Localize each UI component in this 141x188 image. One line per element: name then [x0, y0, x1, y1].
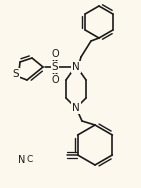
Text: S: S	[52, 62, 58, 72]
Text: O: O	[51, 49, 59, 59]
Text: N: N	[72, 62, 80, 72]
Text: C: C	[27, 155, 33, 164]
Text: S: S	[13, 69, 19, 79]
Text: O: O	[51, 75, 59, 85]
Text: N: N	[18, 155, 26, 165]
Text: N: N	[72, 103, 80, 113]
